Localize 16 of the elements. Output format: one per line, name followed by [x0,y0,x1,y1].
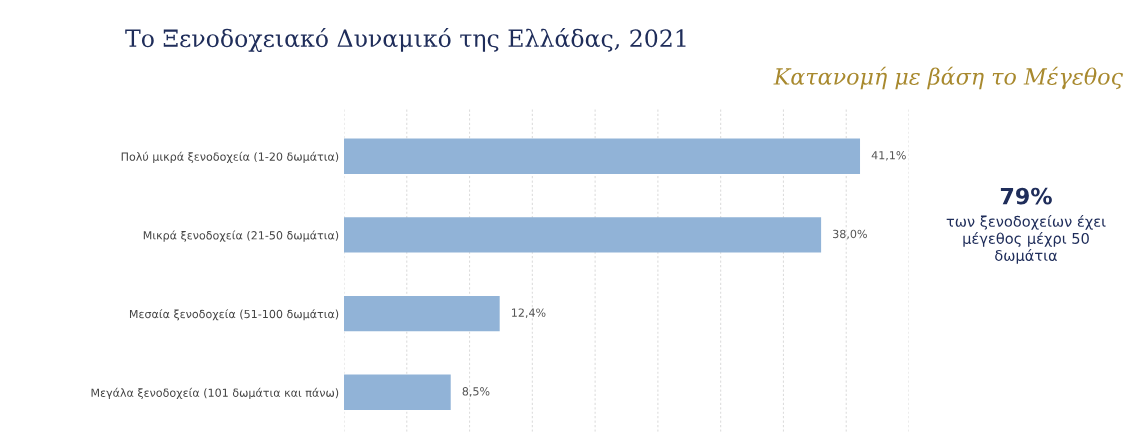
bar [344,138,861,174]
text: των ξενοδοχείων έχει μέγεθος μέχρι 50 δωμάτια [946,215,1106,264]
data-label: 41,1% [871,151,906,161]
bar [344,217,822,253]
data-label: 12,4% [512,308,546,318]
bar [344,295,500,332]
y-tick-label: Μεγάλα ξενοδοχεία (101 δωμάτια και πάνω) [91,387,339,400]
text: 79% [1000,187,1052,205]
bar [344,374,451,410]
chart-subtitle: Κατανομή με βάση το Μέγεθος [773,66,1124,90]
y-tick-label: Μεσαία ξενοδοχεία (51-100 δωμάτια) [129,309,339,321]
data-label: 38,0% [833,229,867,240]
chart-title: Το Ξενοδοχειακό Δυναμικό της Ελλάδας, 2021 [125,27,686,53]
y-tick-label: Πολύ μικρά ξενοδοχεία (1-20 δωμάτια) [121,151,339,163]
y-tick-label: Μικρά ξενοδοχεία (21-50 δωμάτια) [143,230,339,242]
data-label: 8,5% [462,387,490,397]
